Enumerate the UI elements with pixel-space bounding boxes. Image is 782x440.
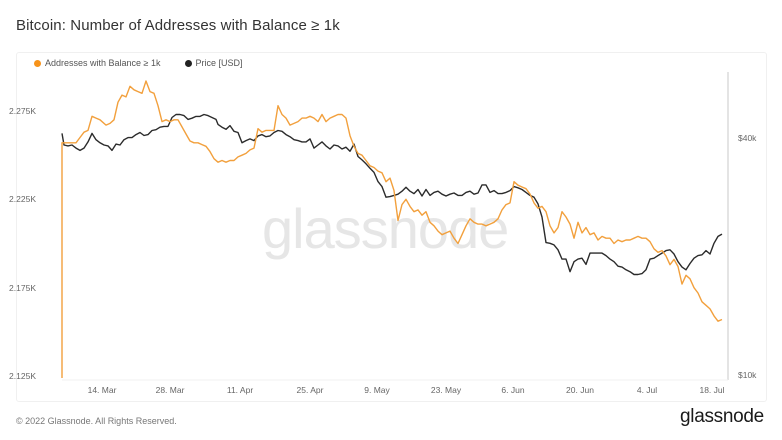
left-tick-label: 2.175K	[9, 283, 36, 293]
glassnode-logo[interactable]: glassnode	[680, 406, 764, 427]
chart-title: Bitcoin: Number of Addresses with Balanc…	[16, 17, 340, 34]
x-tick-label: 25. Apr	[296, 385, 324, 395]
x-tick-label: 14. Mar	[87, 385, 117, 395]
x-tick-label: 4. Jul	[636, 385, 658, 395]
legend-label-addresses: Addresses with Balance ≥ 1k	[45, 58, 161, 68]
x-tick-label: 20. Jun	[566, 385, 594, 395]
copyright-text: © 2022 Glassnode. All Rights Reserved.	[16, 416, 177, 426]
right-tick-label: $40k	[738, 133, 757, 143]
legend-item-price[interactable]: Price [USD]	[184, 58, 243, 68]
price-line	[61, 113, 723, 276]
right-tick-label: $10k	[738, 370, 757, 380]
x-tick-label: 6. Jun	[501, 385, 525, 395]
left-tick-label: 2.275K	[9, 106, 36, 116]
addresses-line	[61, 80, 723, 378]
chart-card	[16, 52, 767, 402]
x-tick-label: 18. Jul	[699, 385, 725, 395]
x-tick-label: 28. Mar	[155, 385, 185, 395]
orange-dot-icon	[34, 59, 41, 67]
x-tick-label: 11. Apr	[226, 385, 254, 395]
legend-item-addresses[interactable]: Addresses with Balance ≥ 1k	[34, 58, 161, 68]
legend-label-price: Price [USD]	[195, 58, 243, 68]
left-tick-label: 2.225K	[9, 194, 36, 204]
chart-legend: Addresses with Balance ≥ 1k Price [USD]	[34, 58, 267, 68]
x-tick-label: 23. May	[430, 385, 462, 395]
black-dot-icon	[184, 59, 192, 67]
x-tick-label: 9. May	[364, 385, 390, 395]
left-tick-label: 2.125K	[9, 371, 36, 381]
